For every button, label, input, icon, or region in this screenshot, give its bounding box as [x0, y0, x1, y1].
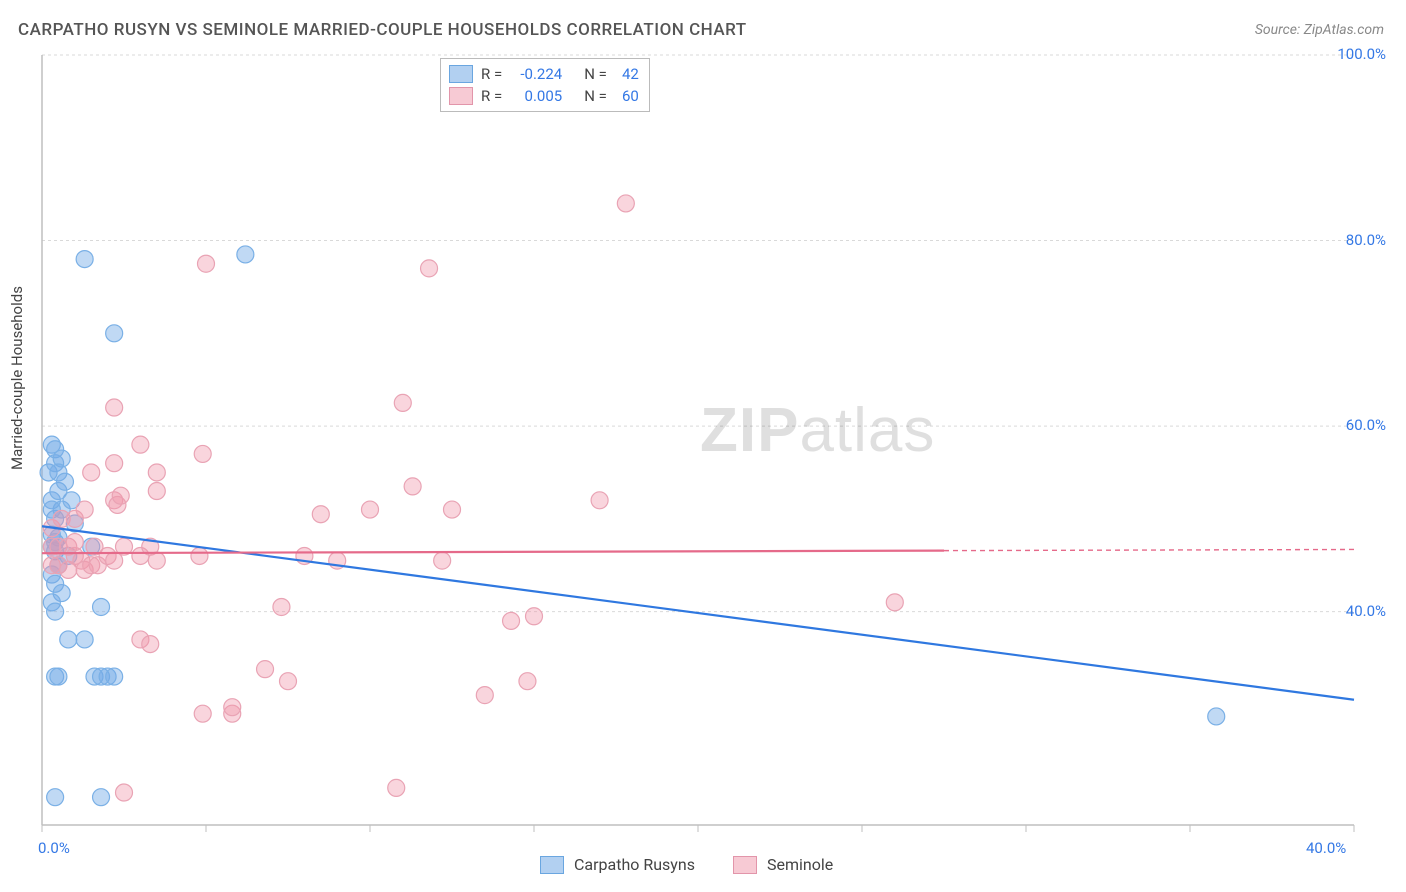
stats-legend-row-1: R = -0.224 N = 42	[449, 63, 639, 85]
r-label: R =	[481, 63, 502, 85]
stats-legend-box: R = -0.224 N = 42 R = 0.005 N = 60	[440, 58, 650, 112]
series-legend: Carpatho Rusyns Seminole	[540, 855, 833, 874]
x-tick-label: 0.0%	[38, 839, 70, 857]
y-tick-label: 60.0%	[1346, 416, 1386, 434]
r-value: 0.005	[510, 85, 562, 107]
legend-item-carpatho: Carpatho Rusyns	[540, 855, 695, 874]
y-tick-label: 100.0%	[1337, 45, 1386, 63]
legend-swatch-blue	[449, 65, 473, 83]
r-value: -0.224	[510, 63, 562, 85]
y-tick-label: 40.0%	[1346, 602, 1386, 620]
y-axis-label: Married-couple Households	[8, 286, 26, 470]
n-label: N =	[584, 85, 607, 107]
stats-legend-row-2: R = 0.005 N = 60	[449, 85, 639, 107]
correlation-scatter-chart	[0, 0, 1406, 892]
legend-swatch-pink	[449, 87, 473, 105]
legend-swatch-blue	[540, 856, 564, 874]
legend-label: Carpatho Rusyns	[574, 855, 695, 874]
x-tick-label: 40.0%	[1306, 839, 1346, 857]
n-value: 60	[615, 85, 639, 107]
n-value: 42	[615, 63, 639, 85]
r-label: R =	[481, 85, 502, 107]
n-label: N =	[584, 63, 607, 85]
legend-swatch-pink	[733, 856, 757, 874]
y-tick-label: 80.0%	[1346, 231, 1386, 249]
legend-label: Seminole	[767, 855, 833, 874]
legend-item-seminole: Seminole	[733, 855, 833, 874]
